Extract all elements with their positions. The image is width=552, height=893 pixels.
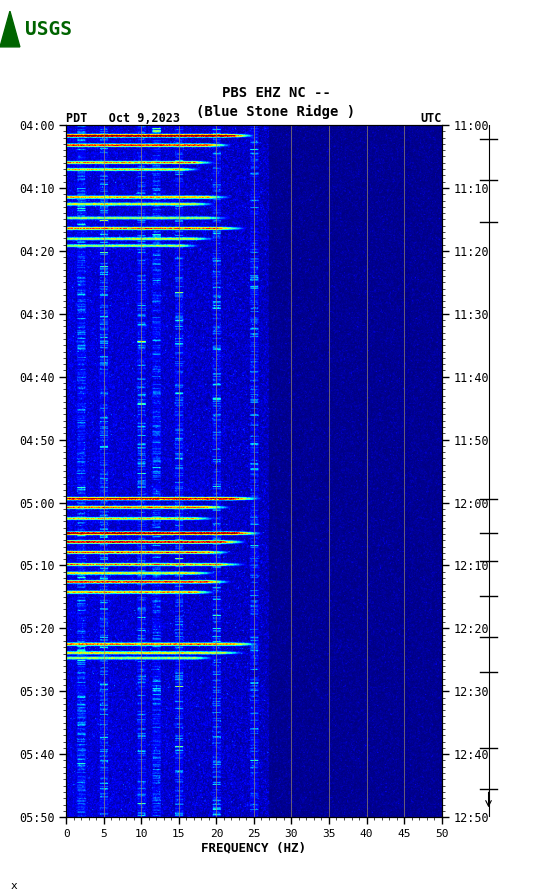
Text: (Blue Stone Ridge ): (Blue Stone Ridge ) [197, 104, 355, 119]
Text: x: x [11, 880, 18, 890]
Polygon shape [0, 12, 20, 47]
Text: PDT   Oct 9,2023: PDT Oct 9,2023 [66, 112, 181, 125]
Text: USGS: USGS [25, 20, 72, 38]
X-axis label: FREQUENCY (HZ): FREQUENCY (HZ) [201, 842, 306, 855]
Text: PBS EHZ NC --: PBS EHZ NC -- [221, 86, 331, 100]
Text: UTC: UTC [420, 112, 442, 125]
